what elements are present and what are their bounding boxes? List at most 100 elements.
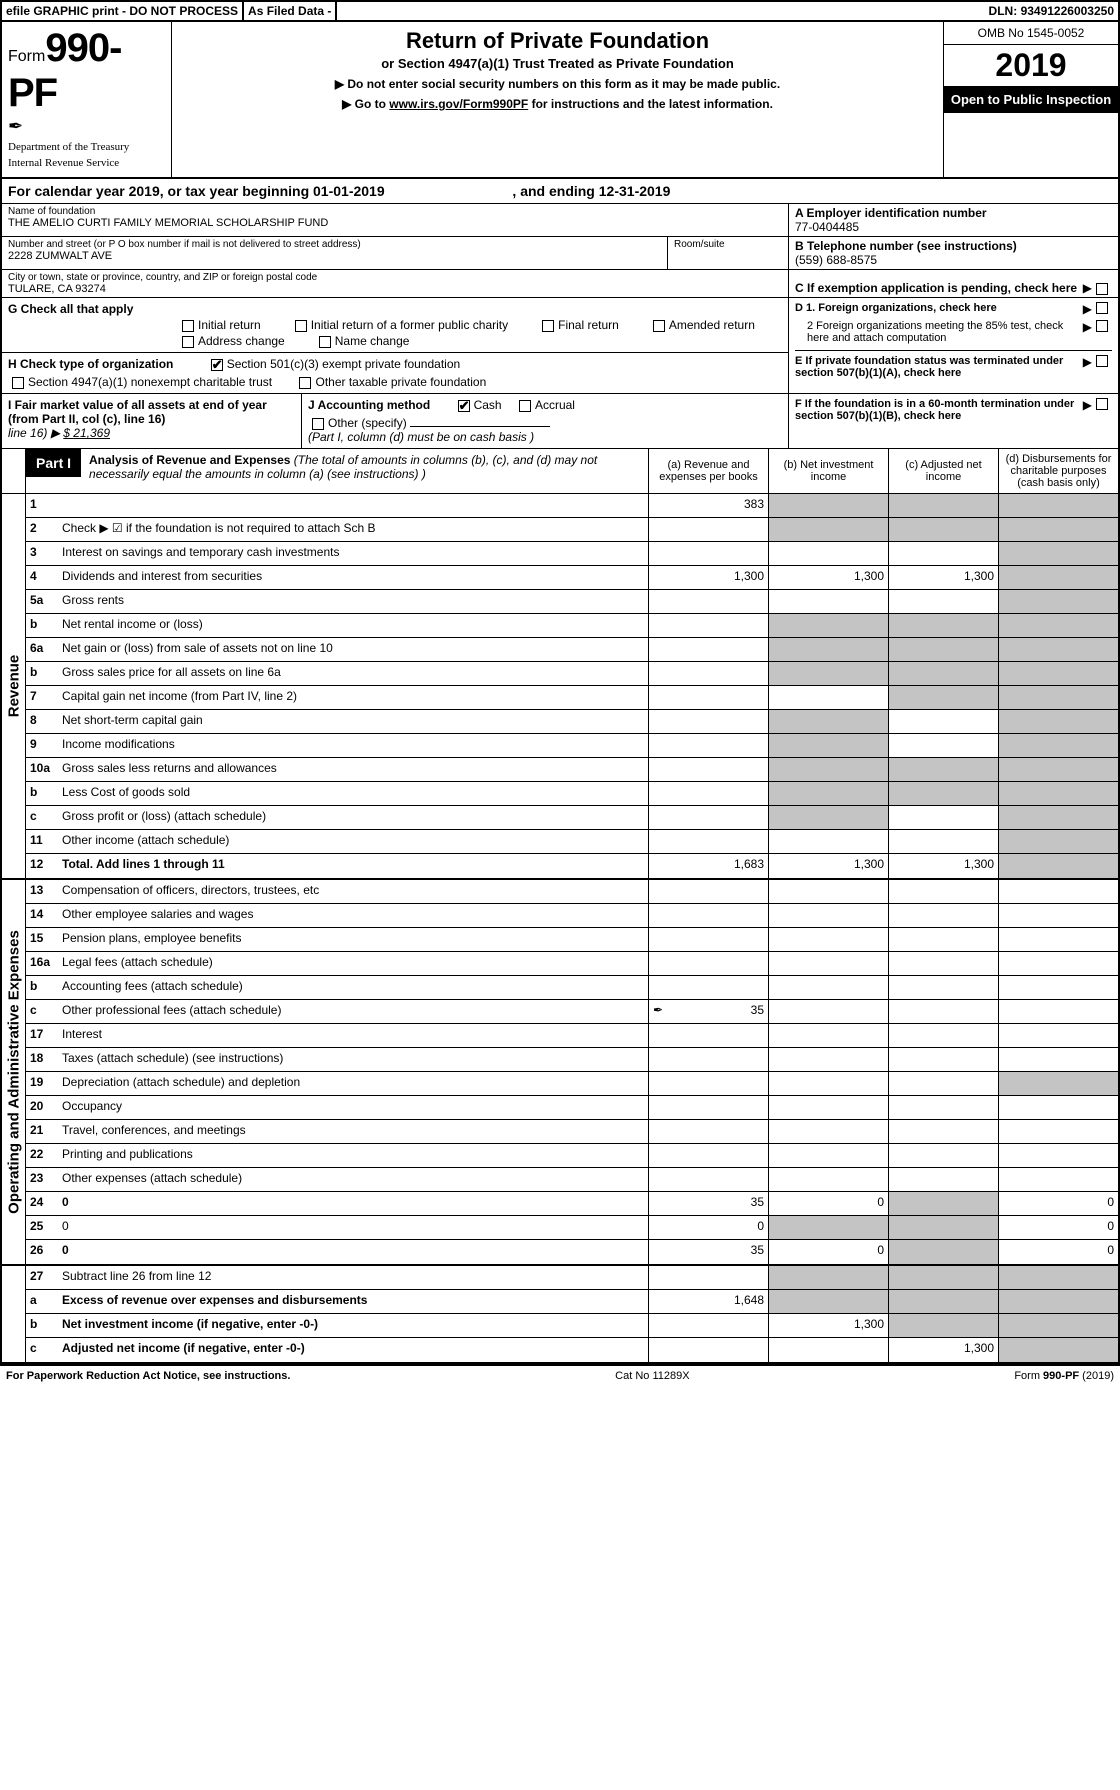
cell-c: [888, 542, 998, 565]
g-initial-checkbox[interactable]: [182, 320, 194, 332]
cell-a: [648, 1024, 768, 1047]
cell-a: [648, 976, 768, 999]
g-amended-checkbox[interactable]: [653, 320, 665, 332]
instr2-link[interactable]: www.irs.gov/Form990PF: [389, 97, 528, 111]
row-desc: Excess of revenue over expenses and disb…: [62, 1290, 648, 1313]
row-desc: Other expenses (attach schedule): [62, 1168, 648, 1191]
cell-c: [888, 1290, 998, 1313]
table-row-r13: 13Compensation of officers, directors, t…: [26, 880, 1118, 904]
cell-b: [768, 806, 888, 829]
cell-d: 0: [998, 1240, 1118, 1264]
e-checkbox[interactable]: [1096, 355, 1108, 367]
cell-c: [888, 1168, 998, 1191]
d1-arrow: ▶: [1083, 302, 1092, 316]
j-cash-checkbox[interactable]: [458, 400, 470, 412]
col-c-head: (c) Adjusted net income: [888, 449, 998, 493]
tax-year: 2019: [944, 45, 1118, 86]
cell-b: [768, 1048, 888, 1071]
cell-b: [768, 1338, 888, 1362]
f-checkbox[interactable]: [1096, 398, 1108, 410]
cell-c: 1,300: [888, 566, 998, 589]
cell-c: [888, 1072, 998, 1095]
cell-b: [768, 1144, 888, 1167]
cell-b: 0: [768, 1192, 888, 1215]
g-name-checkbox[interactable]: [319, 336, 331, 348]
cell-c: [888, 494, 998, 517]
g-final-checkbox[interactable]: [542, 320, 554, 332]
j-accrual: Accrual: [535, 398, 575, 412]
col-d-head: (d) Disbursements for charitable purpose…: [998, 449, 1118, 493]
cell-b: [768, 758, 888, 781]
city-cell: City or town, state or province, country…: [2, 270, 788, 297]
g-initial-former-checkbox[interactable]: [295, 320, 307, 332]
table-row-r6b: bGross sales price for all assets on lin…: [26, 662, 1118, 686]
cell-c: [888, 1266, 998, 1289]
cell-d: 0: [998, 1192, 1118, 1215]
cell-c: [888, 1314, 998, 1337]
row-num: a: [26, 1290, 62, 1313]
cell-c: 1,300: [888, 854, 998, 878]
cell-d: [998, 1266, 1118, 1289]
cell-d: [998, 1072, 1118, 1095]
row-num: 8: [26, 710, 62, 733]
cell-d: [998, 1096, 1118, 1119]
addr-value: 2228 ZUMWALT AVE: [8, 250, 661, 262]
g-address-checkbox[interactable]: [182, 336, 194, 348]
row-desc: Gross profit or (loss) (attach schedule): [62, 806, 648, 829]
row-desc: Other professional fees (attach schedule…: [62, 1000, 648, 1023]
c-arrow: ▶: [1083, 281, 1092, 295]
j-accrual-checkbox[interactable]: [519, 400, 531, 412]
expenses-rows: 13Compensation of officers, directors, t…: [26, 880, 1118, 1264]
cell-c: [888, 1240, 998, 1264]
row-num: 17: [26, 1024, 62, 1047]
row-num: c: [26, 806, 62, 829]
table-row-r18: 18Taxes (attach schedule) (see instructi…: [26, 1048, 1118, 1072]
cell-d: [998, 518, 1118, 541]
h-other-checkbox[interactable]: [299, 377, 311, 389]
part1-header: Part I Analysis of Revenue and Expenses …: [2, 449, 1118, 494]
cell-a: [648, 1120, 768, 1143]
row-desc: Net rental income or (loss): [62, 614, 648, 637]
cell-a: [648, 1266, 768, 1289]
cell-a: [648, 880, 768, 903]
cell-d: [998, 1024, 1118, 1047]
de-right: D 1. Foreign organizations, check here ▶…: [788, 298, 1118, 393]
h-501c3-checkbox[interactable]: [211, 359, 223, 371]
cell-b: [768, 1120, 888, 1143]
cell-c: [888, 1048, 998, 1071]
c-checkbox[interactable]: [1096, 283, 1108, 295]
cell-d: 0: [998, 1216, 1118, 1239]
h-4947-checkbox[interactable]: [12, 377, 24, 389]
row-desc: Adjusted net income (if negative, enter …: [62, 1338, 648, 1362]
cell-c: [888, 976, 998, 999]
d1-label: D 1. Foreign organizations, check here: [795, 302, 1083, 314]
cell-b: 0: [768, 1240, 888, 1264]
cell-d: [998, 1290, 1118, 1313]
d2-checkbox[interactable]: [1096, 320, 1108, 332]
row-num: 15: [26, 928, 62, 951]
cell-a: [648, 590, 768, 613]
g-o1: Initial return: [198, 318, 261, 332]
phone-label: B Telephone number (see instructions): [795, 239, 1112, 253]
side-gap: [2, 449, 26, 493]
g-o3: Final return: [558, 318, 619, 332]
form-number: 990-PF: [8, 26, 121, 115]
cell-c: [888, 590, 998, 613]
cell-b: [768, 1096, 888, 1119]
revenue-rows: 13832Check ▶ ☑ if the foundation is not …: [26, 494, 1118, 878]
asfiled-label: As Filed Data -: [244, 2, 337, 20]
cell-d: [998, 758, 1118, 781]
efile-label: efile GRAPHIC print - DO NOT PROCESS: [2, 2, 244, 20]
header-left: Form990-PF ✒ Department of the Treasury …: [2, 22, 172, 177]
table-row-r10b: bLess Cost of goods sold: [26, 782, 1118, 806]
g-d-section: G Check all that apply Initial return In…: [2, 298, 1118, 394]
table-row-r5a: 5aGross rents: [26, 590, 1118, 614]
row-desc: Check ▶ ☑ if the foundation is not requi…: [62, 518, 648, 541]
open-inspection: Open to Public Inspection: [944, 86, 1118, 113]
row-desc: Net short-term capital gain: [62, 710, 648, 733]
page-footer: For Paperwork Reduction Act Notice, see …: [0, 1366, 1120, 1392]
d1-checkbox[interactable]: [1096, 302, 1108, 314]
j-other-checkbox[interactable]: [312, 418, 324, 430]
form-line: Form990-PF: [8, 26, 165, 116]
cell-a: [648, 734, 768, 757]
